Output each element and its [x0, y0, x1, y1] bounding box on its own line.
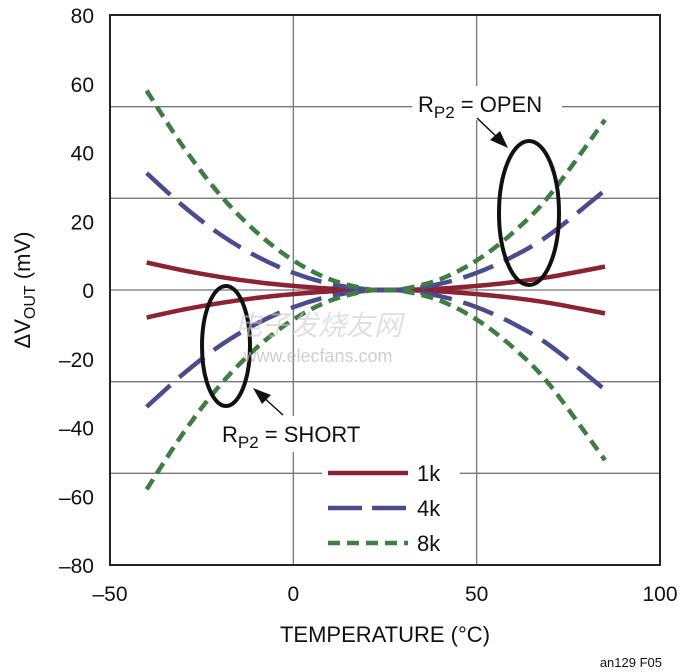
annotation-bg	[218, 416, 383, 452]
y-tick-label: 60	[71, 74, 94, 97]
legend: 1k 4k 8k	[322, 460, 460, 560]
x-tick-label: –50	[92, 583, 127, 606]
plot-frame	[109, 14, 661, 566]
short-ellipse	[200, 284, 252, 408]
y-tick-label: –40	[59, 418, 94, 441]
figure-id: an129 F05	[600, 655, 662, 670]
watermark-url: www.elecfans.com	[242, 346, 392, 366]
y-tick-label: 40	[71, 143, 94, 166]
annotation-open: RP2 = OPEN	[418, 92, 542, 122]
open-arrowhead	[490, 131, 508, 148]
y-tick-label: 20	[71, 211, 94, 234]
series-1k-open	[146, 260, 606, 293]
y-tick-label: 80	[71, 5, 94, 28]
watermark-cn: 电子发烧友网	[234, 310, 406, 341]
legend-label-4k: 4k	[417, 496, 441, 521]
legend-label-1k: 1k	[417, 461, 441, 486]
y-tick-label: –20	[59, 349, 94, 372]
y-axis-label: ΔVOUT (mV)	[10, 232, 39, 349]
y-tick-label: 0	[82, 280, 94, 303]
x-axis-label: TEMPERATURE (°C)	[280, 622, 490, 647]
short-arrowhead	[253, 388, 271, 404]
series-4k-short	[145, 287, 607, 409]
series-8k-open	[144, 89, 607, 293]
x-tick-label: 100	[642, 583, 677, 606]
series-8k-short	[144, 287, 607, 491]
x-tick-label: 50	[465, 583, 488, 606]
y-tick-label: –80	[59, 555, 94, 578]
annotation-short: RP2 = SHORT	[222, 422, 360, 452]
tick-labels: –50 0 50 100 80 60 40 20 0 –20 –40 –60 –80	[59, 5, 678, 606]
series-group	[144, 89, 607, 491]
open-ellipse	[497, 139, 561, 287]
x-tick-label: 0	[287, 583, 299, 606]
annotation-bg	[412, 86, 562, 120]
y-tick-label: –60	[59, 486, 94, 509]
legend-label-8k: 8k	[417, 531, 441, 556]
